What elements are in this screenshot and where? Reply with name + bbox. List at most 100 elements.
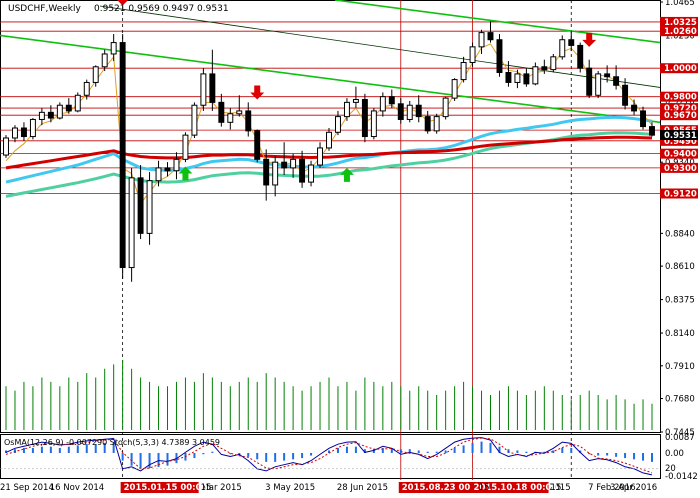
trendline-middle bbox=[0, 34, 661, 124]
candle-body bbox=[74, 94, 81, 112]
main-frame bbox=[0, 0, 661, 433]
level-tag-box bbox=[660, 63, 698, 74]
candle-body bbox=[164, 167, 171, 172]
candle-body bbox=[101, 53, 108, 68]
level-tag-label: 0.9720 bbox=[664, 104, 697, 114]
candle-body bbox=[388, 96, 395, 105]
sub-level-label: 20 bbox=[665, 464, 676, 474]
level-tag-box bbox=[660, 91, 698, 102]
candle-body bbox=[110, 42, 117, 55]
candle-body bbox=[128, 177, 135, 269]
candle-body bbox=[469, 46, 476, 64]
candle-body bbox=[308, 164, 315, 183]
candle-body bbox=[541, 66, 548, 71]
time-label: 7 Feb 2016 bbox=[588, 483, 636, 493]
price-tick-label: 0.8140 bbox=[665, 329, 695, 339]
oscillator-subwindow bbox=[0, 437, 660, 476]
candle-body bbox=[433, 116, 440, 132]
candle-body bbox=[12, 127, 18, 139]
candle-body bbox=[568, 39, 575, 46]
level-tag-label: 0.9300 bbox=[664, 164, 697, 174]
candle-body bbox=[263, 158, 270, 186]
candle-body bbox=[65, 104, 72, 112]
level-tag-label: 0.9670 bbox=[664, 111, 697, 121]
candle-body bbox=[496, 39, 503, 73]
trendline-upper bbox=[334, 0, 661, 44]
trendline-dark bbox=[99, 5, 661, 88]
candle-body bbox=[640, 110, 646, 128]
current-price-label: 0.9531 bbox=[664, 131, 697, 141]
level-tag-label: 0.9120 bbox=[664, 190, 697, 200]
level-tag-label: 1.0260 bbox=[664, 27, 697, 37]
candle-body bbox=[92, 66, 99, 83]
candle-body bbox=[343, 101, 350, 118]
sub-level-label: -0.0142 bbox=[665, 472, 698, 482]
candle-body bbox=[532, 66, 539, 85]
level-tag-label: 0.9400 bbox=[664, 150, 697, 160]
candle-body bbox=[245, 110, 252, 132]
sell-arrow-icon bbox=[582, 32, 597, 47]
candle-body bbox=[335, 116, 341, 133]
level-tag-box bbox=[660, 26, 698, 37]
trend-lines bbox=[0, 0, 661, 124]
candle-body bbox=[209, 73, 216, 103]
candle-body bbox=[119, 42, 126, 269]
candle-body bbox=[173, 158, 180, 172]
level-tag-box bbox=[660, 103, 698, 114]
candle-body bbox=[379, 96, 386, 112]
sub-level-label: 0.0087 bbox=[665, 433, 695, 443]
candle-body bbox=[290, 158, 297, 169]
time-tag-label: 2015.01.15 00:00 bbox=[124, 483, 208, 493]
candle-body bbox=[415, 104, 422, 118]
candle-body bbox=[83, 81, 90, 96]
price-tick-label: 0.8840 bbox=[665, 229, 695, 239]
candle-body bbox=[272, 161, 279, 186]
candle-body bbox=[586, 67, 593, 96]
time-label: 21 Sep 2014 bbox=[0, 483, 54, 493]
price-tick-label: 0.7445 bbox=[665, 428, 695, 438]
time-label: 3 Apr 2016 bbox=[610, 483, 657, 493]
candle-body bbox=[29, 118, 36, 138]
candle-body bbox=[227, 113, 234, 123]
level-tag-box bbox=[660, 135, 698, 146]
candle-body bbox=[613, 76, 620, 86]
level-tag-box bbox=[660, 162, 698, 173]
candle-body bbox=[451, 79, 458, 99]
volume-bars bbox=[5, 360, 653, 430]
time-label: 16 Nov 2014 bbox=[50, 483, 104, 493]
sell-arrow-icon bbox=[250, 85, 265, 100]
time-tag-box bbox=[398, 482, 477, 493]
candle-body bbox=[361, 99, 368, 138]
candle-body bbox=[254, 130, 261, 160]
candle-body bbox=[218, 101, 225, 123]
buy-arrow-icon bbox=[178, 166, 193, 181]
time-tag-box bbox=[470, 482, 549, 493]
current-price-box bbox=[660, 129, 698, 140]
ohlc-label: 0.9521 0.9569 0.9497 0.9531 bbox=[94, 4, 229, 14]
candle-body bbox=[299, 158, 306, 183]
candle-body bbox=[38, 111, 45, 120]
signal-arrows bbox=[117, 0, 597, 182]
sub-frame bbox=[0, 434, 661, 479]
candle-body bbox=[200, 73, 207, 106]
candle-body bbox=[577, 44, 584, 69]
candle-body bbox=[604, 73, 611, 78]
time-tag-label: 2015.08.23 00:00 bbox=[402, 483, 486, 493]
candle-body bbox=[3, 137, 9, 156]
time-label: 3 May 2015 bbox=[265, 483, 315, 493]
subwindow-label: OsMA(12,26,9) -0.007290 Stoch(5,3,3) 4.7… bbox=[4, 438, 220, 447]
candle-body bbox=[622, 84, 629, 106]
level-tag-box bbox=[660, 16, 698, 27]
candle-body bbox=[442, 97, 449, 118]
candle-body bbox=[505, 71, 512, 83]
price-tick-label: 0.8375 bbox=[665, 296, 695, 306]
price-tick-label: 1.0230 bbox=[665, 31, 695, 41]
price-tick-label: 0.7910 bbox=[665, 362, 695, 372]
candle-body bbox=[649, 126, 655, 136]
candle-body bbox=[317, 147, 323, 166]
time-label-partial: 15 bbox=[201, 483, 212, 493]
candle-body bbox=[352, 99, 359, 103]
